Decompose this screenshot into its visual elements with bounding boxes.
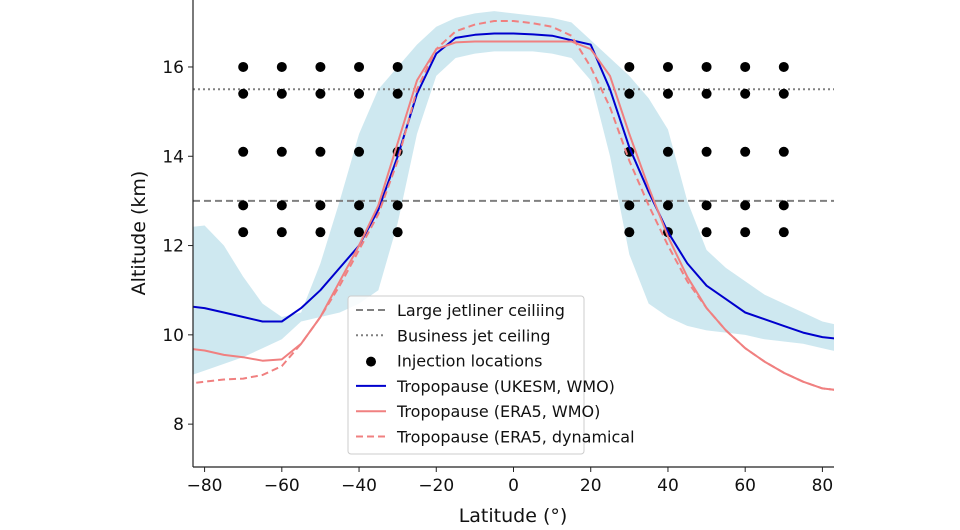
- injection-point: [354, 146, 365, 157]
- injection-point: [662, 88, 673, 99]
- x-tick-label: 40: [657, 476, 679, 496]
- injection-point: [276, 146, 287, 157]
- injection-point: [701, 88, 712, 99]
- series-line-2: [193, 20, 834, 391]
- injection-point: [701, 146, 712, 157]
- legend-label: Tropopause (ERA5, WMO): [396, 402, 600, 421]
- x-tick-label: −80: [187, 476, 223, 496]
- injection-point: [238, 200, 249, 211]
- injection-point: [778, 88, 789, 99]
- injection-point: [662, 200, 673, 211]
- injection-point: [624, 200, 635, 211]
- injection-point: [624, 61, 635, 72]
- injection-point: [740, 200, 751, 211]
- injection-point: [740, 88, 751, 99]
- x-tick-label: 0: [508, 476, 519, 496]
- x-tick-label: 20: [580, 476, 602, 496]
- series-line-1: [193, 40, 834, 391]
- y-tick-label: 8: [173, 415, 184, 435]
- y-tick-label: 14: [162, 147, 184, 167]
- spread-band: [193, 11, 834, 375]
- y-axis-label: Altitude (km): [128, 171, 150, 296]
- injection-point: [392, 227, 403, 238]
- injection-point: [392, 200, 403, 211]
- x-tick-label: 60: [734, 476, 756, 496]
- legend: Large jetliner ceiliing Business jet ceil…: [347, 295, 635, 455]
- injection-point: [740, 146, 751, 157]
- legend-label: Tropopause (ERA5, dynamical: [396, 428, 635, 447]
- injection-point: [701, 61, 712, 72]
- legend-label: Tropopause (UKESM, WMO): [396, 377, 615, 396]
- injection-point: [701, 227, 712, 238]
- injection-point: [276, 200, 287, 211]
- legend-label: Injection locations: [397, 352, 543, 371]
- injection-point: [392, 88, 403, 99]
- injection-point: [778, 227, 789, 238]
- injection-point: [315, 200, 326, 211]
- injection-point: [778, 61, 789, 72]
- injection-point: [238, 61, 249, 72]
- x-tick-label: 80: [812, 476, 834, 496]
- injection-point: [276, 227, 287, 238]
- legend-box: [347, 295, 585, 455]
- injection-point: [238, 146, 249, 157]
- x-tick-label: −60: [264, 476, 300, 496]
- injection-point: [276, 88, 287, 99]
- injection-point: [624, 88, 635, 99]
- series-line-0: [193, 32, 834, 340]
- injection-point: [778, 146, 789, 157]
- injection-point: [354, 200, 365, 211]
- injection-point: [662, 146, 673, 157]
- y-tick-label: 10: [162, 326, 184, 346]
- legend-swatch: [366, 356, 376, 367]
- injection-point: [624, 227, 635, 238]
- injection-point: [354, 88, 365, 99]
- injection-point: [315, 88, 326, 99]
- injection-point: [354, 61, 365, 72]
- injection-point: [315, 146, 326, 157]
- injection-point: [315, 227, 326, 238]
- injection-point: [354, 227, 365, 238]
- injection-point: [276, 61, 287, 72]
- injection-point: [701, 200, 712, 211]
- injection-point: [238, 88, 249, 99]
- legend-label: Business jet ceiling: [397, 326, 551, 345]
- x-tick-label: −40: [341, 476, 377, 496]
- injection-point: [392, 61, 403, 72]
- legend-label: Large jetliner ceiliing: [397, 301, 565, 320]
- injection-point: [740, 227, 751, 238]
- injection-point: [238, 227, 249, 238]
- injection-point: [740, 61, 751, 72]
- injection-point: [315, 61, 326, 72]
- y-tick-label: 12: [162, 237, 184, 257]
- x-tick-label: −20: [418, 476, 454, 496]
- x-axis-label: Latitude (°): [459, 505, 568, 527]
- y-tick-label: 16: [162, 58, 184, 78]
- injection-point: [662, 61, 673, 72]
- injection-point: [778, 200, 789, 211]
